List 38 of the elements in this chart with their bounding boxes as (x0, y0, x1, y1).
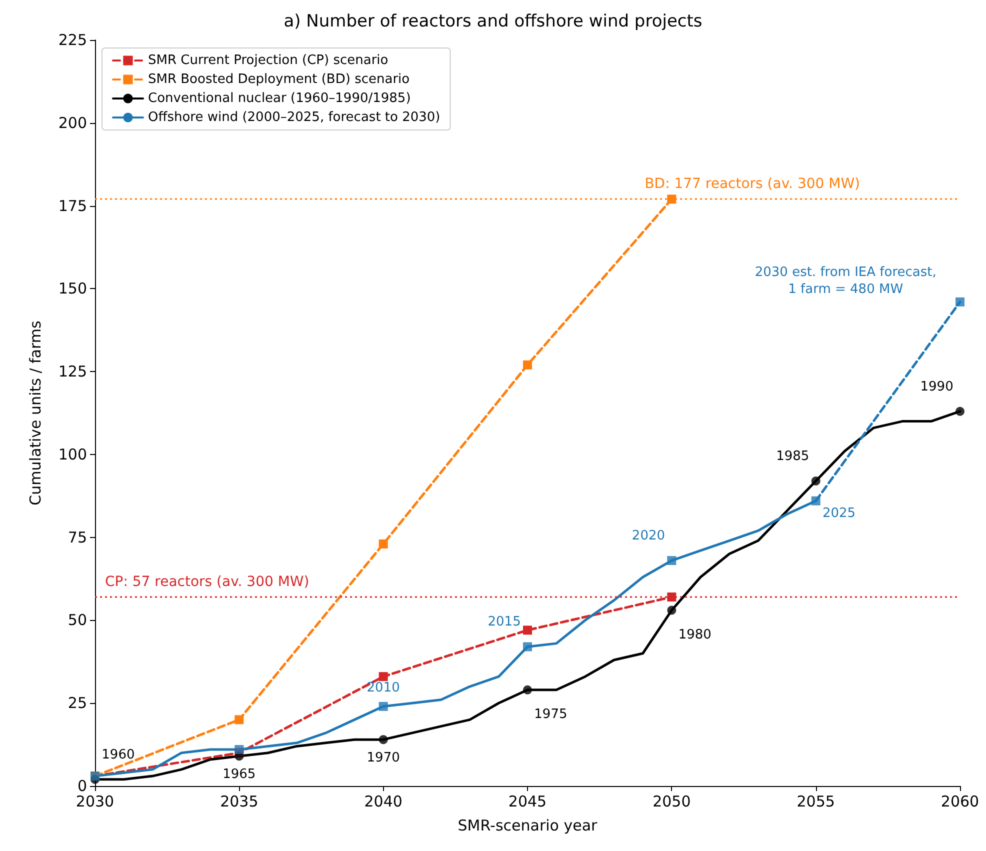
y-tick-label: 175 (58, 196, 87, 215)
annotation: 2010 (366, 680, 400, 696)
legend-label: SMR Current Projection (CP) scenario (148, 53, 388, 68)
y-tick-label: 125 (58, 362, 87, 381)
y-tick-label: 0 (77, 777, 87, 795)
legend-label: Offshore wind (2000–2025, forecast to 2030) (148, 110, 440, 125)
legend-label: Conventional nuclear (1960–1990/1985) (148, 91, 411, 106)
annotation: 1980 (678, 627, 712, 642)
annotation: 2030 est. from IEA forecast, 1 farm = 480 MW (754, 264, 936, 297)
annotation: 2025 (822, 506, 856, 521)
ref-line-label: BD: 177 reactors (av. 300 MW) (644, 176, 860, 192)
annotation: 1960 (102, 747, 135, 762)
legend-label: SMR Boosted Deployment (BD) scenario (148, 72, 410, 87)
x-tick-label: 2050 (652, 792, 691, 810)
y-tick-label: 50 (68, 611, 87, 630)
y-tick-label: 75 (68, 528, 87, 546)
y-tick-label: 25 (68, 694, 87, 712)
x-axis-title: SMR-scenario year (458, 816, 598, 834)
x-tick-label: 2040 (364, 792, 402, 810)
annotation: 1985 (776, 448, 810, 464)
x-tick-label: 2035 (220, 792, 258, 810)
y-tick-label: 200 (58, 114, 87, 132)
chart-title: a) Number of reactors and offshore wind projects (284, 12, 702, 32)
x-tick-label: 2030 (76, 792, 114, 810)
annotation: 1975 (534, 706, 568, 722)
annotation: 2015 (488, 614, 521, 630)
annotation: 1970 (366, 750, 400, 766)
annotation: 1990 (920, 379, 954, 394)
ref-line-label: CP: 57 reactors (av. 300 MW) (105, 574, 310, 590)
y-axis-title: Cumulative units / farms (26, 320, 44, 506)
annotation: 2020 (632, 528, 666, 544)
x-tick-label: 2060 (940, 792, 980, 810)
x-tick-label: 2045 (508, 792, 547, 810)
x-tick-label: 2055 (796, 792, 835, 810)
y-tick-label: 100 (58, 445, 87, 464)
y-tick-label: 225 (58, 31, 87, 49)
y-tick-label: 150 (58, 280, 87, 298)
annotation: 1965 (222, 767, 256, 782)
